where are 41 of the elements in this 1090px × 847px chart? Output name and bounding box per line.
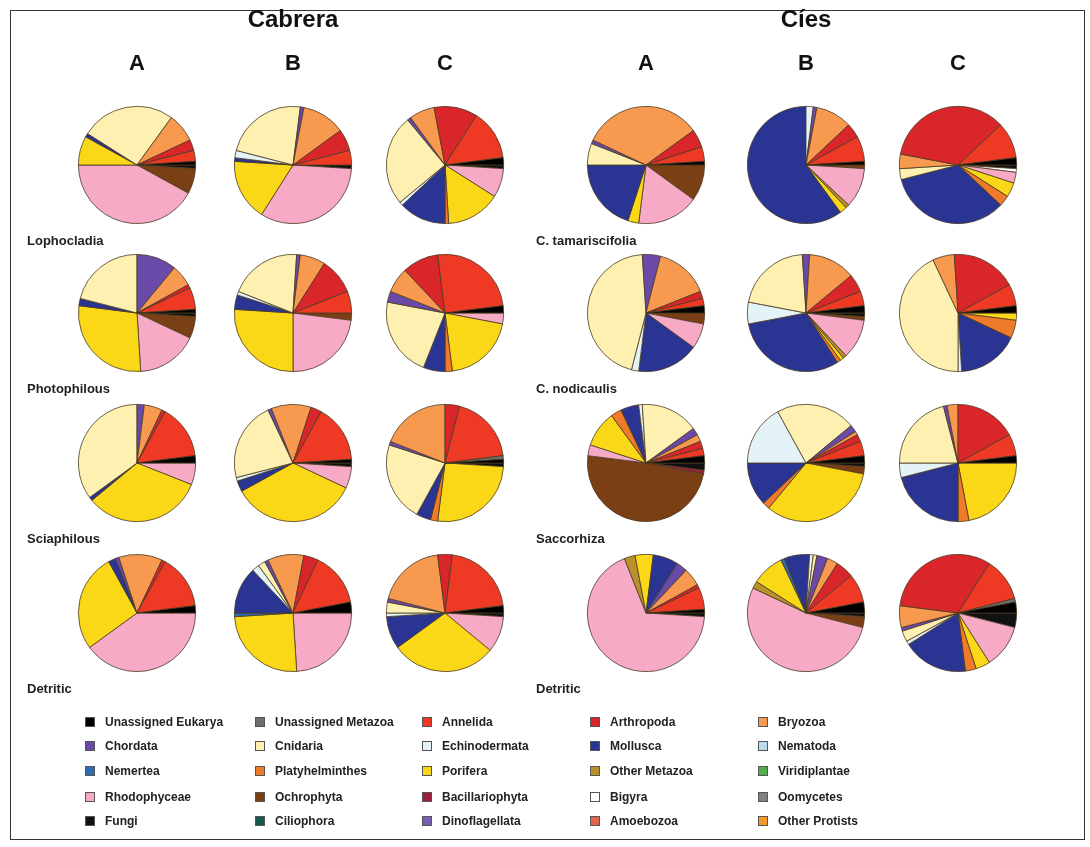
legend-label: Unassigned Metazoa (275, 715, 394, 729)
chart-subtitle: A (128, 50, 146, 76)
legend-label: Fungi (105, 814, 138, 828)
legend-label: Ciliophora (275, 814, 335, 828)
chart-title: Cíes (779, 5, 833, 33)
legend-label: Viridiplantae (778, 764, 850, 778)
legend-label: Rhodophyceae (105, 790, 192, 804)
legend-label: Ochrophyta (275, 790, 343, 804)
legend-label: Nemertea (105, 764, 160, 778)
legend-label: Bryozoa (778, 715, 826, 729)
legend-label: Nematoda (778, 739, 837, 753)
legend-label: Echinodermata (442, 739, 529, 753)
legend-label: Oomycetes (778, 790, 843, 804)
legend-label: Mollusca (610, 739, 662, 753)
legend-label: Arthropoda (610, 715, 676, 729)
chart-subtitle: B (284, 50, 302, 76)
legend-label: Dinoflagellata (442, 814, 521, 828)
text: C. nodicaulis (536, 381, 617, 396)
text: Saccorhiza (536, 531, 605, 546)
legend-label: Unassigned Eukarya (105, 715, 224, 729)
legend-label: Platyhelminthes (275, 764, 368, 778)
legend-label: Chordata (105, 739, 158, 753)
text: C. tamariscifolia (536, 233, 637, 248)
text: Detritic (536, 681, 581, 696)
chart-subtitle: C (436, 50, 454, 76)
legend-label: Bigyra (610, 790, 648, 804)
chart-subtitle: B (797, 50, 815, 76)
legend-label: Other Metazoa (610, 764, 693, 778)
legend-label: Bacillariophyta (442, 790, 529, 804)
chart-subtitle: A (637, 50, 655, 76)
legend-label: Other Protists (778, 814, 859, 828)
legend-label: Amoebozoa (610, 814, 679, 828)
legend-label: Cnidaria (275, 739, 324, 753)
chart-subtitle: C (949, 50, 967, 76)
chart-title: Cabrera (246, 5, 340, 33)
text: Photophilous (27, 381, 111, 396)
text: Lophocladia (27, 233, 104, 248)
text: Detritic (27, 681, 72, 696)
legend-label: Annelida (442, 715, 493, 729)
text: Sciaphilous (27, 531, 100, 546)
legend-label: Porifera (442, 764, 488, 778)
